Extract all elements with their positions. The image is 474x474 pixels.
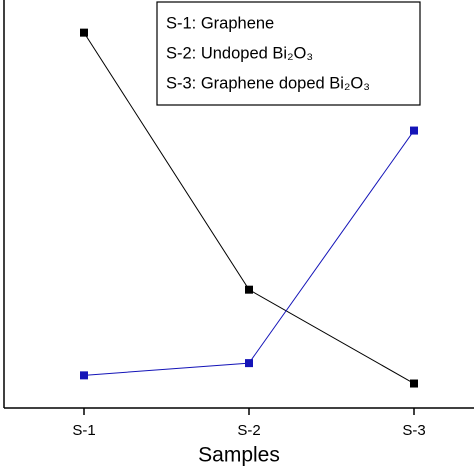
- data-point: [245, 359, 253, 368]
- legend-text: S-1: Graphene: [166, 14, 274, 32]
- data-point: [80, 371, 88, 380]
- x-tick-label: S-2: [237, 422, 260, 439]
- x-axis-label: Samples: [198, 444, 280, 467]
- data-point: [410, 126, 418, 135]
- legend-box: [156, 1, 421, 106]
- x-tick-label: S-3: [402, 422, 425, 439]
- legend-text: S-2: Undoped Bi₂O₃: [166, 44, 313, 62]
- data-point: [80, 28, 88, 37]
- legend-text: S-3: Graphene doped Bi₂O₃: [166, 74, 370, 92]
- data-point: [410, 379, 418, 388]
- x-tick-label: S-1: [72, 422, 95, 439]
- series-line: [83, 130, 415, 376]
- data-point: [245, 285, 253, 294]
